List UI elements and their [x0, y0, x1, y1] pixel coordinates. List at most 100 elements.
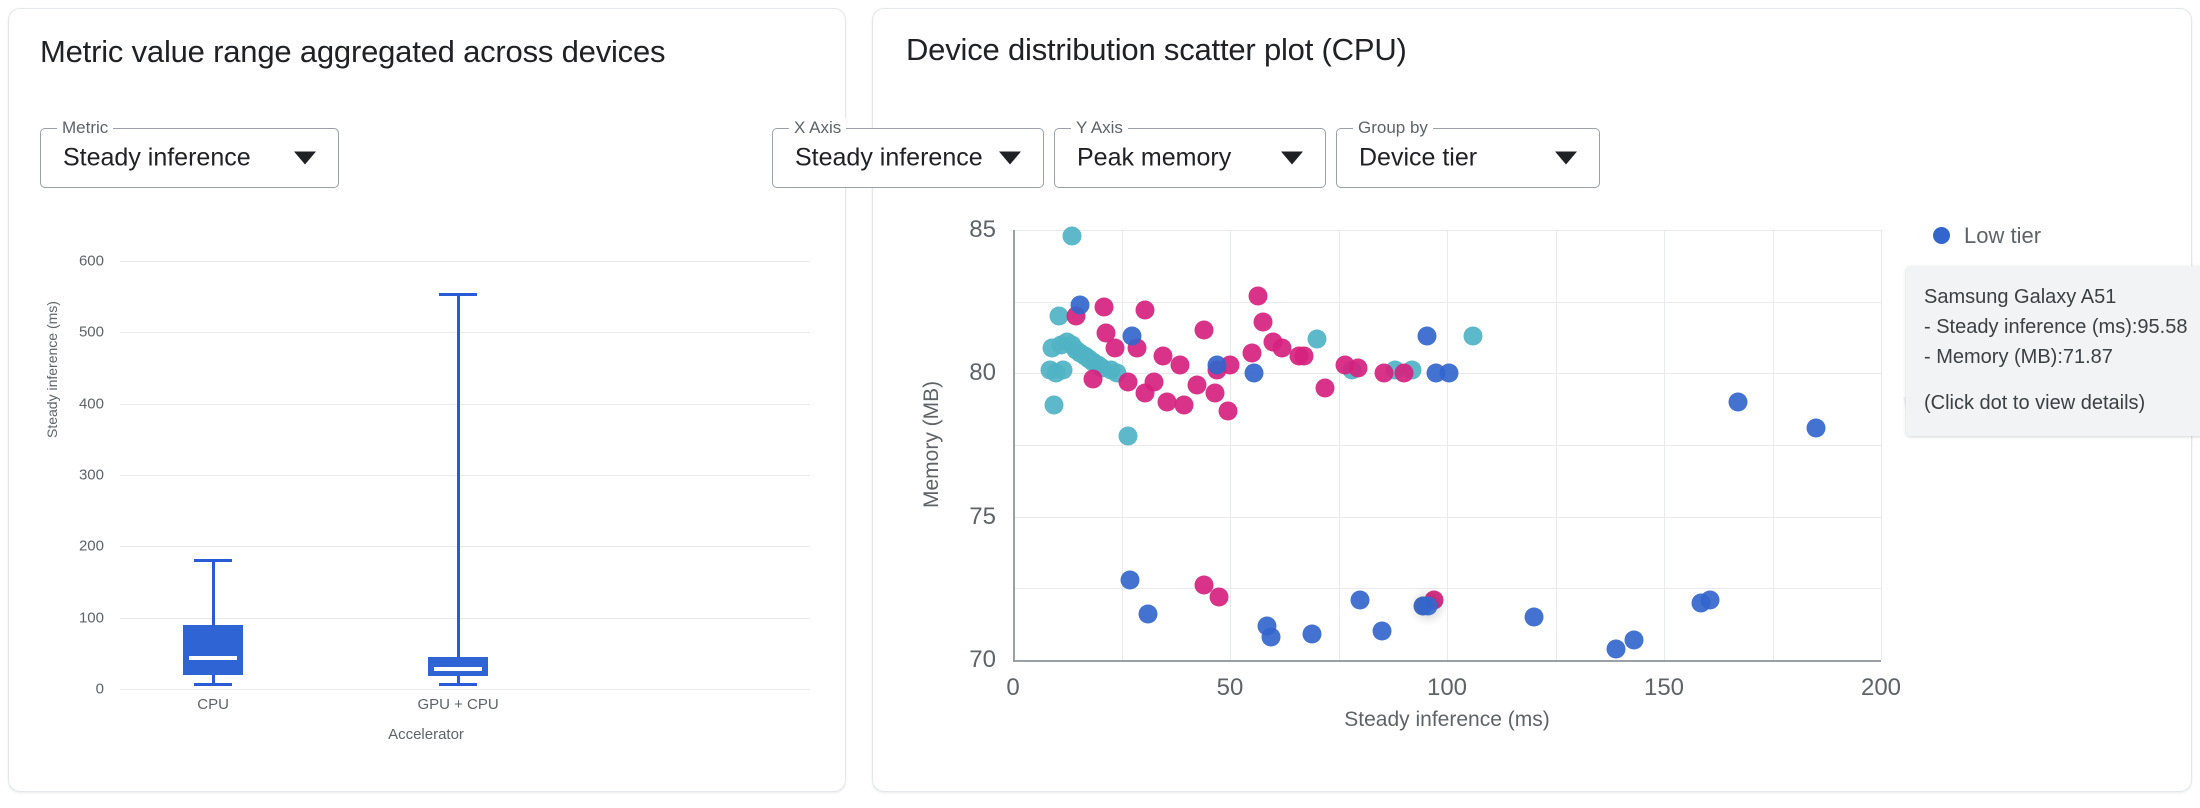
scatter-point[interactable] [1606, 639, 1626, 659]
y-axis-tick: 70 [969, 646, 996, 673]
x-axis-tick: CPU [197, 696, 229, 713]
box-whisker [456, 293, 460, 684]
gridline [120, 617, 810, 619]
scatter-point[interactable] [1207, 355, 1227, 375]
scatter-point[interactable] [1218, 401, 1238, 421]
scatter-point[interactable] [1209, 587, 1229, 607]
tooltip-device: Samsung Galaxy A51 [1924, 286, 2117, 308]
box-median [189, 656, 238, 661]
scatter-point[interactable] [1248, 286, 1268, 306]
scatter-point[interactable] [1187, 375, 1207, 395]
scatter-point[interactable] [1153, 346, 1173, 366]
metric-select[interactable]: Metric Steady inference [40, 118, 339, 188]
y-axis-tick: 80 [969, 359, 996, 387]
y-axis-line [1013, 230, 1015, 660]
box-whisker-cap-high [439, 293, 478, 297]
scatter-point[interactable] [1253, 312, 1273, 332]
scatter-point[interactable] [1135, 300, 1155, 320]
scatter-point[interactable] [1118, 426, 1138, 446]
scatter-point[interactable] [1118, 372, 1138, 392]
scatter-point[interactable] [1120, 570, 1140, 590]
chevron-down-icon[interactable] [1555, 151, 1577, 165]
scatter-point[interactable] [1524, 607, 1544, 627]
legend-label: Low tier [1964, 222, 2042, 248]
chevron-down-icon[interactable] [1281, 151, 1303, 165]
scatter-point[interactable] [1053, 360, 1073, 380]
gridline [1013, 445, 1881, 446]
box-iqr [183, 624, 244, 675]
scatter-point[interactable] [1094, 297, 1114, 317]
scatter-point[interactable] [1394, 363, 1414, 383]
scatter-tooltip: Samsung Galaxy A51 - Steady inference (ms… [1906, 266, 2200, 436]
scatter-point[interactable] [1350, 590, 1370, 610]
scatter-point[interactable] [1463, 326, 1483, 346]
x-axis-select[interactable]: X Axis Steady inference [772, 118, 1044, 188]
group-by-select[interactable]: Group by Device tier [1336, 118, 1600, 188]
x-axis-title: Steady inference (ms) [1344, 708, 1550, 731]
scatter-point[interactable] [1374, 363, 1394, 383]
y-axis-tick: 300 [78, 466, 104, 484]
scatter-point[interactable] [1307, 329, 1327, 349]
scatter-point-highlighted[interactable] [1418, 596, 1438, 616]
chevron-down-icon[interactable] [999, 151, 1021, 165]
scatter-point[interactable] [1049, 306, 1069, 326]
scatter-point[interactable] [1315, 378, 1335, 398]
scatter-point[interactable] [1272, 338, 1292, 358]
scatter-point[interactable] [1205, 383, 1225, 403]
x-axis-tick: 0 [1006, 674, 1020, 701]
scatter-point[interactable] [1294, 346, 1314, 366]
scatter-point[interactable] [1174, 395, 1194, 415]
scatter-point[interactable] [1083, 369, 1103, 389]
scatter-point[interactable] [1194, 575, 1214, 595]
chevron-down-icon[interactable] [294, 151, 316, 165]
scatter-point[interactable] [1417, 326, 1437, 346]
gridline [120, 261, 810, 262]
scatter-point[interactable] [1170, 355, 1190, 375]
boxplot-chart: 600 500 400 300 200 100 0 Steady inference (ms)… [8, 8, 844, 790]
y-axis-tick: 600 [78, 252, 104, 270]
x-axis-select-label: X Axis [789, 118, 847, 138]
scatter-point[interactable] [1302, 624, 1322, 644]
x-axis-tick: 100 [1426, 674, 1468, 701]
y-axis-tick: 75 [969, 502, 996, 530]
y-axis-tick: 100 [78, 609, 104, 627]
scatter-point[interactable] [1062, 226, 1082, 246]
scatter-point[interactable] [1806, 418, 1826, 438]
scatter-point[interactable] [1439, 363, 1459, 383]
scatter-point[interactable] [1242, 343, 1262, 363]
scatter-point[interactable] [1348, 358, 1368, 378]
gridline [1013, 230, 1881, 231]
scatter-point[interactable] [1138, 604, 1158, 624]
y-axis-select[interactable]: Y Axis Peak memory [1054, 118, 1326, 188]
scatter-point[interactable] [1096, 323, 1116, 343]
scatter-point[interactable] [1157, 392, 1177, 412]
box-whisker-cap-low [194, 683, 233, 687]
y-axis-tick: 200 [78, 537, 104, 555]
scatter-point[interactable] [1122, 326, 1142, 346]
group-by-select-label: Group by [1353, 118, 1433, 138]
scatter-point[interactable] [1624, 630, 1644, 650]
box-whisker-cap-low [439, 683, 478, 687]
scatter-point[interactable] [1372, 621, 1392, 641]
scatter-point[interactable] [1070, 295, 1090, 315]
scatter-point[interactable] [1700, 590, 1720, 610]
scatter-point[interactable] [1105, 338, 1125, 358]
y-axis-tick: 0 [95, 680, 104, 698]
scatter-point[interactable] [1244, 363, 1264, 383]
scatter-point[interactable] [1728, 392, 1748, 412]
scatter-point[interactable] [1261, 627, 1281, 647]
scatter-point[interactable] [1194, 320, 1214, 340]
legend-item[interactable]: Low tier [1933, 222, 2046, 249]
scatter-point[interactable] [1135, 383, 1155, 403]
gridline [1881, 230, 1882, 660]
x-axis-tick: 200 [1860, 674, 1902, 701]
scatter-point[interactable] [1044, 395, 1064, 415]
box-median [434, 667, 483, 672]
x-axis-tick: GPU + CPU [417, 696, 499, 713]
y-axis-tick: 85 [969, 216, 996, 243]
x-axis-tick: 50 [1216, 674, 1244, 701]
box-whisker [211, 559, 215, 684]
x-axis-line [1013, 660, 1881, 662]
tooltip-metric-line: - Steady inference (ms):95.58 [1924, 316, 2188, 338]
y-axis-tick: 500 [78, 323, 104, 341]
